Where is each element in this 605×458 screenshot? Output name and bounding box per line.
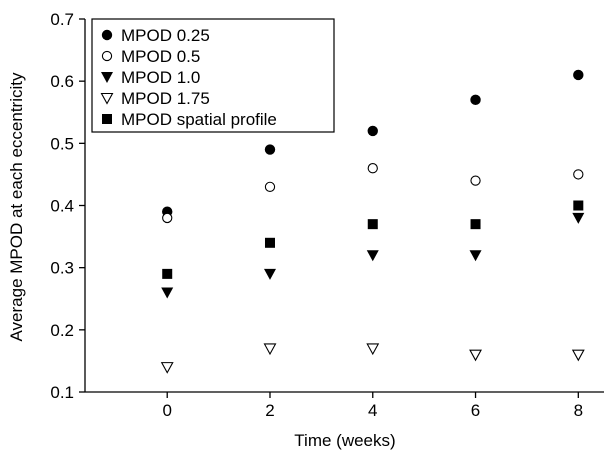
axes: 0.1 0.2 0.3 0.4 0.5 0.6 0.7 0 2 4 6 8 (50, 10, 604, 420)
data-point (264, 144, 276, 155)
data-point (366, 250, 379, 262)
data-point (264, 237, 275, 248)
legend-label: MPOD 0.25 (121, 26, 210, 45)
x-tick-label: 8 (574, 401, 583, 420)
data-point (367, 163, 378, 174)
legend-marker (101, 72, 113, 83)
data-point (366, 343, 380, 356)
data-point (469, 250, 482, 262)
data-point (470, 175, 481, 186)
y-tick-label: 0.6 (50, 72, 74, 91)
legend-marker (102, 114, 112, 124)
data-point (573, 69, 584, 81)
data-points (160, 69, 585, 374)
legend-label: MPOD 0.5 (121, 47, 200, 66)
legend-label: MPOD 1.0 (121, 68, 200, 87)
data-point (367, 219, 378, 230)
data-point (572, 212, 585, 224)
legend-marker (100, 92, 114, 105)
legend-marker (101, 29, 113, 41)
data-point (573, 169, 584, 180)
y-tick-label: 0.5 (50, 134, 74, 153)
data-point (470, 219, 481, 230)
y-tick-label: 0.2 (50, 321, 74, 340)
y-axis-label: Average MPOD at each eccentricity (7, 72, 26, 341)
data-point (162, 268, 173, 279)
y-tick-label: 0.1 (50, 383, 74, 402)
legend-label: MPOD 1.75 (121, 89, 210, 108)
x-tick-label: 6 (471, 401, 480, 420)
x-tick-label: 2 (265, 401, 274, 420)
y-tick-label: 0.4 (50, 197, 74, 216)
data-point (573, 200, 584, 211)
legend-box (91, 18, 335, 133)
data-point (263, 343, 277, 356)
data-point (161, 287, 174, 299)
data-point (162, 212, 173, 224)
legend: MPOD 0.25 MPOD 0.5 MPOD 1.0 MPOD 1.75 MPOD s… (91, 18, 335, 133)
x-tick-label: 0 (162, 401, 171, 420)
data-point (469, 349, 482, 362)
data-point (571, 349, 585, 362)
data-point (264, 181, 276, 192)
x-axis-label: Time (weeks) (294, 431, 395, 450)
legend-label: MPOD spatial profile (121, 110, 277, 129)
y-tick-label: 0.3 (50, 259, 74, 278)
data-point (160, 362, 174, 374)
x-tick-label: 4 (368, 401, 377, 420)
data-point (470, 94, 481, 106)
data-point (367, 125, 378, 137)
y-tick-label: 0.7 (50, 10, 74, 29)
legend-marker (101, 50, 113, 62)
data-point (263, 268, 276, 280)
